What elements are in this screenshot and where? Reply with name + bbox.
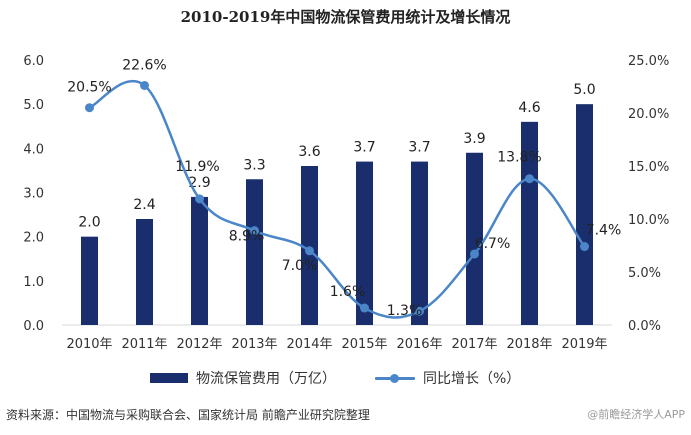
- y-left-tick-label: 5.0: [23, 98, 44, 113]
- growth-value-label: 8.9%: [229, 229, 265, 245]
- growth-value-label: 20.5%: [67, 80, 111, 96]
- y-left-tick-label: 0.0: [23, 319, 44, 334]
- bar-value-label: 4.6: [518, 100, 540, 116]
- growth-value-label: 13.8%: [497, 150, 541, 166]
- bar-value-label: 5.0: [573, 82, 595, 98]
- x-tick-label: 2014年: [286, 337, 332, 352]
- legend-bar-label: 物流保管费用（万亿）: [196, 371, 336, 387]
- y-right-tick-label: 10.0%: [628, 213, 669, 228]
- source-note: 资料来源：中国物流与采购联合会、国家统计局 前瞻产业研究院整理: [6, 408, 370, 422]
- legend-item-bar: 物流保管费用（万亿）: [150, 368, 336, 388]
- bar: [466, 152, 483, 325]
- y-left-tick-label: 6.0: [23, 54, 44, 69]
- growth-point: [470, 249, 479, 259]
- growth-value-label: 11.9%: [175, 159, 219, 175]
- x-tick-label: 2010年: [66, 337, 112, 352]
- x-tick-label: 2019年: [561, 337, 607, 352]
- bar-value-label: 3.7: [408, 140, 430, 156]
- y-left-tick-label: 3.0: [23, 187, 44, 202]
- y-right-tick-label: 20.0%: [628, 107, 669, 122]
- bar: [136, 219, 153, 325]
- bar: [521, 121, 538, 325]
- y-left-tick-label: 4.0: [23, 142, 44, 157]
- bar-value-label: 2.4: [133, 197, 155, 213]
- bar-value-label: 3.3: [243, 157, 265, 173]
- growth-value-label: 6.7%: [475, 236, 511, 252]
- bar-value-label: 2.0: [78, 215, 100, 231]
- y-right-tick-label: 25.0%: [628, 54, 669, 69]
- growth-point: [140, 80, 149, 90]
- growth-point: [305, 246, 314, 256]
- bar: [576, 104, 593, 326]
- publisher-watermark: @前瞻经济学人APP: [587, 408, 685, 421]
- bar: [356, 161, 373, 325]
- x-tick-label: 2018年: [506, 337, 552, 352]
- growth-value-label: 7.0%: [282, 258, 318, 274]
- legend-line-label: 同比增长（%）: [423, 371, 521, 387]
- growth-point: [85, 103, 94, 113]
- growth-point: [580, 242, 589, 252]
- growth-value-label: 1.3%: [387, 303, 423, 319]
- x-tick-label: 2015年: [341, 337, 387, 352]
- x-tick-label: 2012年: [176, 337, 222, 352]
- bar: [246, 179, 263, 325]
- growth-point: [415, 306, 424, 316]
- bar: [81, 236, 98, 325]
- bar-value-label: 3.6: [298, 144, 320, 160]
- x-tick-label: 2016年: [396, 337, 442, 352]
- growth-value-label: 1.6%: [330, 284, 366, 300]
- bar: [411, 161, 428, 325]
- x-tick-label: 2011年: [121, 337, 167, 352]
- x-tick-label: 2017年: [451, 337, 497, 352]
- growth-value-label: 22.6%: [122, 57, 166, 73]
- bar: [301, 166, 318, 325]
- growth-point: [195, 194, 204, 204]
- bar-value-label: 3.7: [353, 140, 375, 156]
- growth-point: [360, 303, 369, 313]
- bar-value-label: 2.9: [188, 175, 210, 191]
- y-right-tick-label: 15.0%: [628, 160, 669, 175]
- y-right-tick-label: 0.0%: [628, 319, 661, 334]
- chart-legend: 物流保管费用（万亿） 同比增长（%）: [0, 368, 691, 392]
- legend-item-line: 同比增长（%）: [375, 368, 520, 388]
- y-left-tick-label: 2.0: [23, 231, 44, 246]
- growth-line: [88, 79, 586, 319]
- growth-point: [525, 174, 534, 184]
- legend-bar-swatch: [150, 373, 188, 383]
- chart-title: 2010-2019年中国物流保管费用统计及增长情况: [180, 8, 511, 26]
- growth-value-label: 7.4%: [586, 223, 622, 239]
- growth-point: [250, 226, 259, 236]
- x-tick-label: 2013年: [231, 337, 277, 352]
- bar-value-label: 3.9: [463, 131, 485, 147]
- y-left-tick-label: 1.0: [23, 275, 44, 290]
- legend-line-swatch: [375, 373, 415, 383]
- y-right-tick-label: 5.0%: [628, 266, 661, 281]
- combo-chart: 0.0 1.0 2.0 3.0 4.0 5.0 6.0 0.0% 5.0% 10.0% 15.0% 2…: [23, 54, 669, 352]
- bar: [191, 196, 208, 325]
